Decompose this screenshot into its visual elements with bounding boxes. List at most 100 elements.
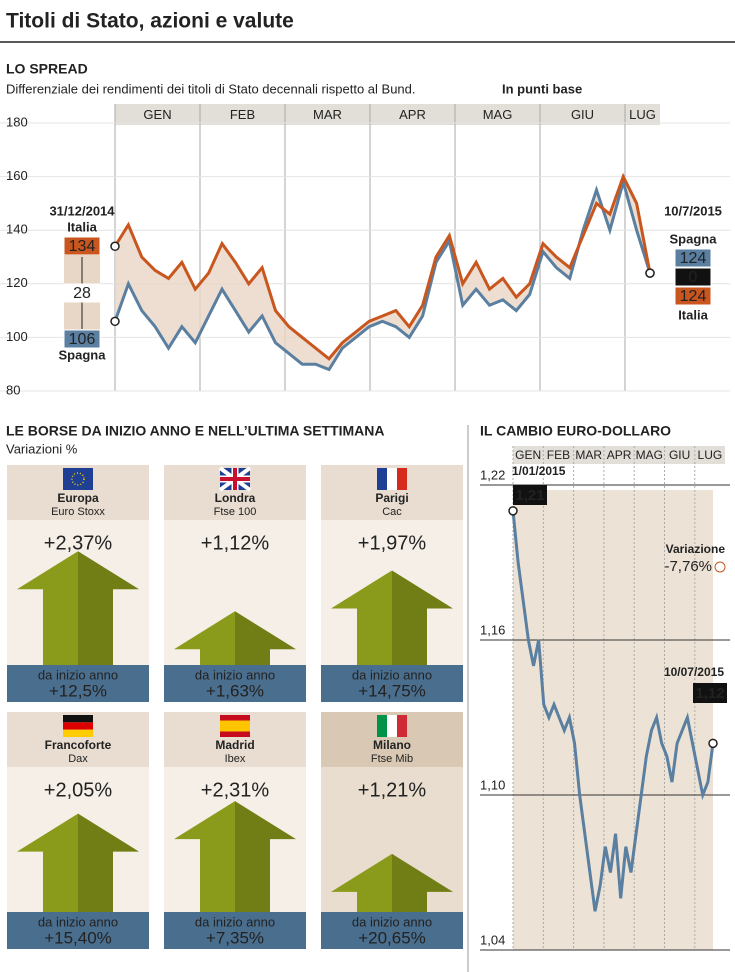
index-name: Cac xyxy=(382,506,402,518)
legend-label: Italia xyxy=(678,307,708,322)
ytd-value: +20,65% xyxy=(358,928,426,947)
weekly-change: +2,37% xyxy=(44,532,113,554)
gap-label-box xyxy=(63,283,101,303)
month-label: FEB xyxy=(230,107,255,122)
value-label: 134 xyxy=(69,238,96,255)
ytd-box xyxy=(321,912,463,949)
ytd-box xyxy=(164,912,306,949)
month-label: GIU xyxy=(571,107,594,122)
ytd-value: +1,63% xyxy=(206,681,264,700)
ytd-label: da inizio anno xyxy=(195,914,275,929)
ytd-value: +7,35% xyxy=(206,928,264,947)
unit: In punti base xyxy=(502,81,582,96)
index-name: Ftse Mib xyxy=(371,753,413,765)
index-name: Dax xyxy=(68,753,88,765)
point-marker xyxy=(645,268,655,278)
arrow xyxy=(17,813,139,912)
y-tick-label: 1,10 xyxy=(480,777,505,792)
value-label: 124 xyxy=(680,250,707,267)
arrow xyxy=(17,551,139,665)
arrow-shade xyxy=(78,813,139,912)
legend-label: Italia xyxy=(67,219,97,234)
arrow-shade xyxy=(235,611,296,665)
point-marker xyxy=(508,506,518,516)
ytd-box xyxy=(7,912,149,949)
flag xyxy=(220,731,250,737)
market-name: Londra xyxy=(215,491,256,505)
month-header xyxy=(115,104,660,125)
arrow xyxy=(174,801,296,912)
end-date: 10/07/2015 xyxy=(664,665,724,679)
end-date: 10/7/2015 xyxy=(664,203,722,218)
flag-icon xyxy=(377,468,407,490)
index-name: Ftse 100 xyxy=(214,506,257,518)
change-label: Variazione xyxy=(666,542,726,556)
value-label-box xyxy=(63,329,101,349)
flag-icon xyxy=(218,466,252,492)
subtitle: Differenziale dei rendimenti dei titoli … xyxy=(6,81,416,96)
flag xyxy=(397,468,407,490)
weekly-change: +1,12% xyxy=(201,532,270,554)
value-label: 1,21 xyxy=(515,487,544,504)
flag xyxy=(63,722,93,730)
flag xyxy=(377,468,387,490)
series-line xyxy=(511,510,715,912)
market-name: Parigi xyxy=(375,491,408,505)
gap-label: 0 xyxy=(689,269,698,286)
flag xyxy=(220,468,250,490)
flag xyxy=(387,468,397,490)
ytd-label: da inizio anno xyxy=(38,914,118,929)
month-label: GEN xyxy=(143,107,171,122)
y-tick-label: 100 xyxy=(6,329,28,344)
change-value: -7,76% xyxy=(664,558,712,575)
point-marker xyxy=(110,241,120,252)
flag xyxy=(397,715,407,737)
arrow-shade xyxy=(392,853,453,912)
ytd-label: da inizio anno xyxy=(38,667,118,682)
flag-icon xyxy=(63,468,93,490)
point-marker xyxy=(708,738,718,749)
flag xyxy=(63,715,93,723)
flag-icon xyxy=(63,715,93,737)
market-name: Milano xyxy=(373,738,411,752)
start-date: 31/12/2014 xyxy=(49,203,115,218)
y-tick-label: 80 xyxy=(6,382,20,397)
value-box xyxy=(513,485,547,505)
flag xyxy=(63,729,93,737)
weekly-change: +1,97% xyxy=(358,532,427,554)
gap-label: 28 xyxy=(73,285,91,302)
subtitle: Variazioni % xyxy=(6,441,78,456)
value-box xyxy=(693,683,727,703)
flag-icon xyxy=(377,715,407,737)
point-marker xyxy=(110,316,120,327)
chart-title: IL CAMBIO EURO-DOLLARO xyxy=(480,423,671,439)
plot-bg xyxy=(513,490,713,950)
weekly-change: +2,05% xyxy=(44,779,113,801)
flag xyxy=(220,715,250,721)
ytd-label: da inizio anno xyxy=(352,667,432,682)
ytd-box xyxy=(321,665,463,702)
flag-icon xyxy=(220,715,250,737)
month-label: MAG xyxy=(636,448,663,462)
value-label: 1,12 xyxy=(695,685,724,702)
ytd-value: +15,40% xyxy=(44,928,112,947)
weekly-change: +1,21% xyxy=(358,779,427,801)
y-tick-label: 1,22 xyxy=(480,467,505,482)
month-header xyxy=(513,446,725,464)
month-label: LUG xyxy=(629,107,656,122)
index-name: Euro Stoxx xyxy=(51,506,105,518)
flag xyxy=(71,472,85,486)
y-tick-label: 120 xyxy=(6,275,28,290)
chart-title: LE BORSE DA INIZIO ANNO E NELL’ULTIMA SE… xyxy=(6,423,385,439)
legend-label: Spagna xyxy=(59,347,107,362)
arrow xyxy=(174,611,296,665)
ytd-box xyxy=(164,665,306,702)
month-label: MAG xyxy=(483,107,513,122)
flag xyxy=(377,715,387,737)
index-name: Ibex xyxy=(225,753,246,765)
value-label-box xyxy=(674,286,712,306)
gap-label-box xyxy=(674,267,712,287)
month-label: FEB xyxy=(547,448,570,462)
flag xyxy=(63,468,93,490)
